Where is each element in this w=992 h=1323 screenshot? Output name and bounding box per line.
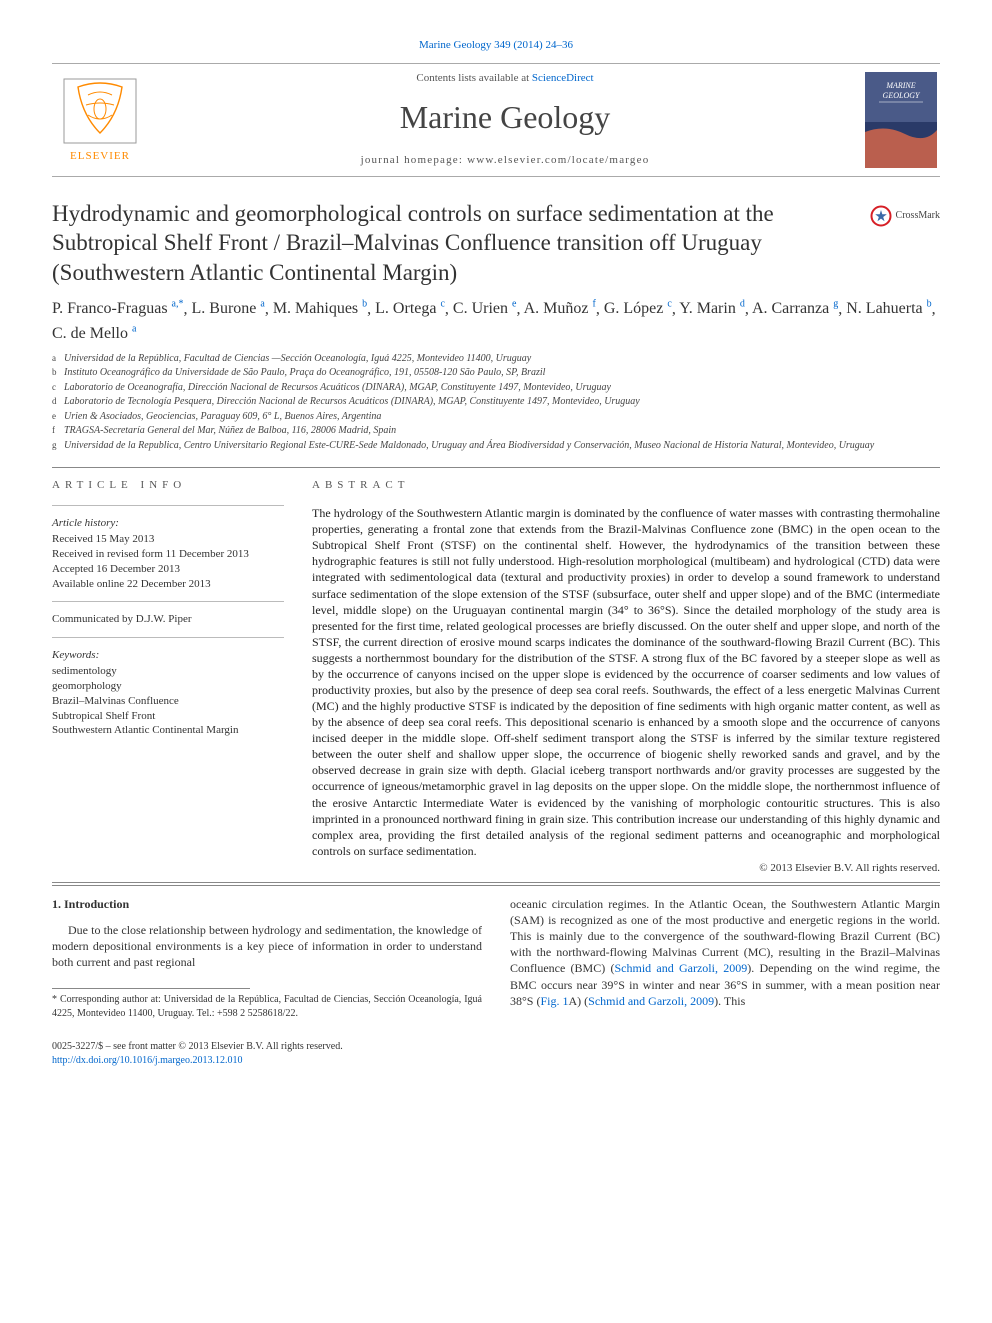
body-columns: 1. Introduction Due to the close relatio… [52,896,940,1068]
abstract-copyright: © 2013 Elsevier B.V. All rights reserved… [312,861,940,876]
affiliation: gUniversidad de la Republica, Centro Uni… [52,439,940,454]
ref-link[interactable]: Schmid and Garzoli, 2009 [588,994,714,1008]
affiliation: bInstituto Oceanográfico da Universidade… [52,366,940,381]
contents-line: Contents lists available at ScienceDirec… [148,71,862,86]
author: G. López c [604,300,672,317]
affiliation: dLaboratorio de Tecnología Pesquera, Dir… [52,395,940,410]
author: L. Burone a [192,300,265,317]
crossmark-icon [870,205,892,227]
affiliation: cLaboratorio de Oceanografía, Dirección … [52,381,940,396]
journal-banner: ELSEVIER Contents lists available at Sci… [52,63,940,177]
keyword: Subtropical Shelf Front [52,709,284,724]
author: A. Muñoz f [524,300,596,317]
svg-text:GEOLOGY: GEOLOGY [883,91,921,100]
keywords-label: Keywords: [52,648,284,663]
front-matter-line: 0025-3227/$ – see front matter © 2013 El… [52,1040,482,1054]
author-affil-sup[interactable]: c [440,299,444,310]
affiliation: eUrien & Asociados, Geociencias, Paragua… [52,410,940,425]
sciencedirect-link[interactable]: ScienceDirect [532,72,594,84]
author-list: P. Franco-Fraguas a,*, L. Burone a, M. M… [52,297,940,346]
keyword: Brazil–Malvinas Confluence [52,694,284,709]
author-affil-sup[interactable]: b [927,299,932,310]
author-affil-sup[interactable]: g [833,299,838,310]
author: Y. Marin d [679,300,745,317]
author-affil-sup[interactable]: a,* [172,299,184,310]
author: N. Lahuerta b [846,300,931,317]
article-info-heading: article info [52,478,284,493]
svg-text:MARINE: MARINE [885,81,915,90]
journal-name: Marine Geology [148,96,862,139]
history-line: Received in revised form 11 December 201… [52,547,284,562]
author-affil-sup[interactable]: b [362,299,367,310]
history-line: Received 15 May 2013 [52,532,284,547]
affiliation-list: aUniversidad de la República, Facultad d… [52,352,940,454]
divider [52,882,940,883]
divider [52,467,940,468]
author-affil-sup[interactable]: a [260,299,264,310]
abstract-text: The hydrology of the Southwestern Atlant… [312,505,940,859]
author: C. Urien e [453,300,517,317]
crossmark-badge[interactable]: CrossMark [870,205,940,227]
abstract-heading: abstract [312,478,940,493]
homepage-url[interactable]: www.elsevier.com/locate/margeo [467,154,649,166]
figure-link[interactable]: Fig. 1 [540,994,568,1008]
keyword: Southwestern Atlantic Continental Margin [52,723,284,738]
doi-link[interactable]: http://dx.doi.org/10.1016/j.margeo.2013.… [52,1054,482,1068]
author-affil-sup[interactable]: a [132,323,136,334]
footer-block: 0025-3227/$ – see front matter © 2013 El… [52,1040,482,1067]
history-line: Available online 22 December 2013 [52,577,284,592]
keyword: geomorphology [52,679,284,694]
history-line: Accepted 16 December 2013 [52,562,284,577]
divider [52,885,940,886]
author-affil-sup[interactable]: e [512,299,516,310]
elsevier-logo: ELSEVIER [52,72,148,168]
author: L. Ortega c [375,300,445,317]
author-affil-sup[interactable]: f [593,299,596,310]
author: C. de Mello a [52,325,136,342]
article-title: Hydrodynamic and geomorphological contro… [52,199,858,287]
communicated-by: Communicated by D.J.W. Piper [52,612,284,627]
intro-para-left: Due to the close relationship between hy… [52,922,482,971]
journal-cover-thumb: MARINE GEOLOGY [862,70,940,170]
author: P. Franco-Fraguas a,* [52,300,184,317]
journal-homepage: journal homepage: www.elsevier.com/locat… [148,153,862,168]
corresponding-author-note: * Corresponding author at: Universidad d… [52,993,482,1020]
section-heading-intro: 1. Introduction [52,896,482,912]
author-affil-sup[interactable]: d [740,299,745,310]
intro-para-right: oceanic circulation regimes. In the Atla… [510,896,940,1009]
article-info-block: Article history: Received 15 May 2013Rec… [52,505,284,738]
footnote-rule [52,988,250,989]
author-affil-sup[interactable]: c [667,299,671,310]
history-label: Article history: [52,516,284,531]
author: M. Mahiques b [273,300,367,317]
ref-link[interactable]: Schmid and Garzoli, 2009 [614,961,747,975]
affiliation: aUniversidad de la República, Facultad d… [52,352,940,367]
author: A. Carranza g [752,300,838,317]
svg-text:ELSEVIER: ELSEVIER [70,150,130,162]
journal-citation[interactable]: Marine Geology 349 (2014) 24–36 [52,38,940,53]
keyword: sedimentology [52,664,284,679]
affiliation: fTRAGSA-Secretaría General del Mar, Núñe… [52,424,940,439]
